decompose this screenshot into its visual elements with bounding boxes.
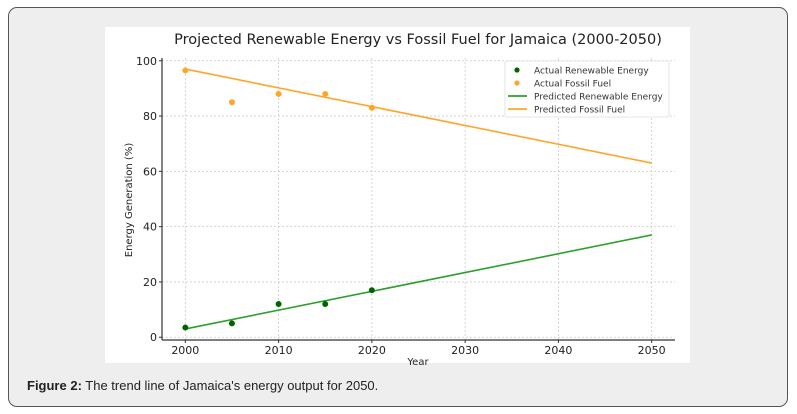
caption-text: The trend line of Jamaica's energy outpu… [81,378,379,393]
legend-marker [514,80,520,86]
y-tick-label: 40 [143,221,157,234]
x-tick-label: 2030 [451,344,479,357]
data-point [322,301,329,308]
y-axis-label: Energy Generation (%) [124,143,135,258]
data-point [275,90,282,97]
data-point [182,324,189,331]
data-point [228,99,235,106]
data-point [368,287,375,294]
y-tick-label: 100 [136,55,157,68]
legend-marker [514,67,520,73]
x-tick-label: 2040 [544,344,572,357]
legend-label: Predicted Renewable Energy [534,93,663,103]
data-point [228,320,235,327]
legend-label: Predicted Fossil Fuel [534,106,625,116]
y-tick-label: 60 [143,165,157,178]
legend-label: Actual Fossil Fuel [534,80,611,90]
data-point [368,104,375,111]
y-tick-label: 80 [143,110,157,123]
caption-label: Figure 2: [27,378,82,393]
y-tick-label: 20 [143,276,157,289]
data-point [275,301,282,308]
figure-caption: Figure 2: The trend line of Jamaica's en… [27,378,378,393]
trend-line [185,234,652,330]
y-tick-label: 0 [150,331,157,344]
legend-box [504,60,670,118]
x-tick-label: 2010 [265,344,293,357]
data-point [182,67,189,74]
x-tick-label: 2000 [171,344,199,357]
x-axis-label: Year [406,357,429,368]
trend-line [185,68,652,164]
chart-title: Projected Renewable Energy vs Fossil Fue… [174,32,662,48]
x-tick-label: 2020 [358,344,386,357]
legend-label: Actual Renewable Energy [534,67,649,77]
x-tick-label: 2050 [638,344,666,357]
data-point [322,90,329,97]
